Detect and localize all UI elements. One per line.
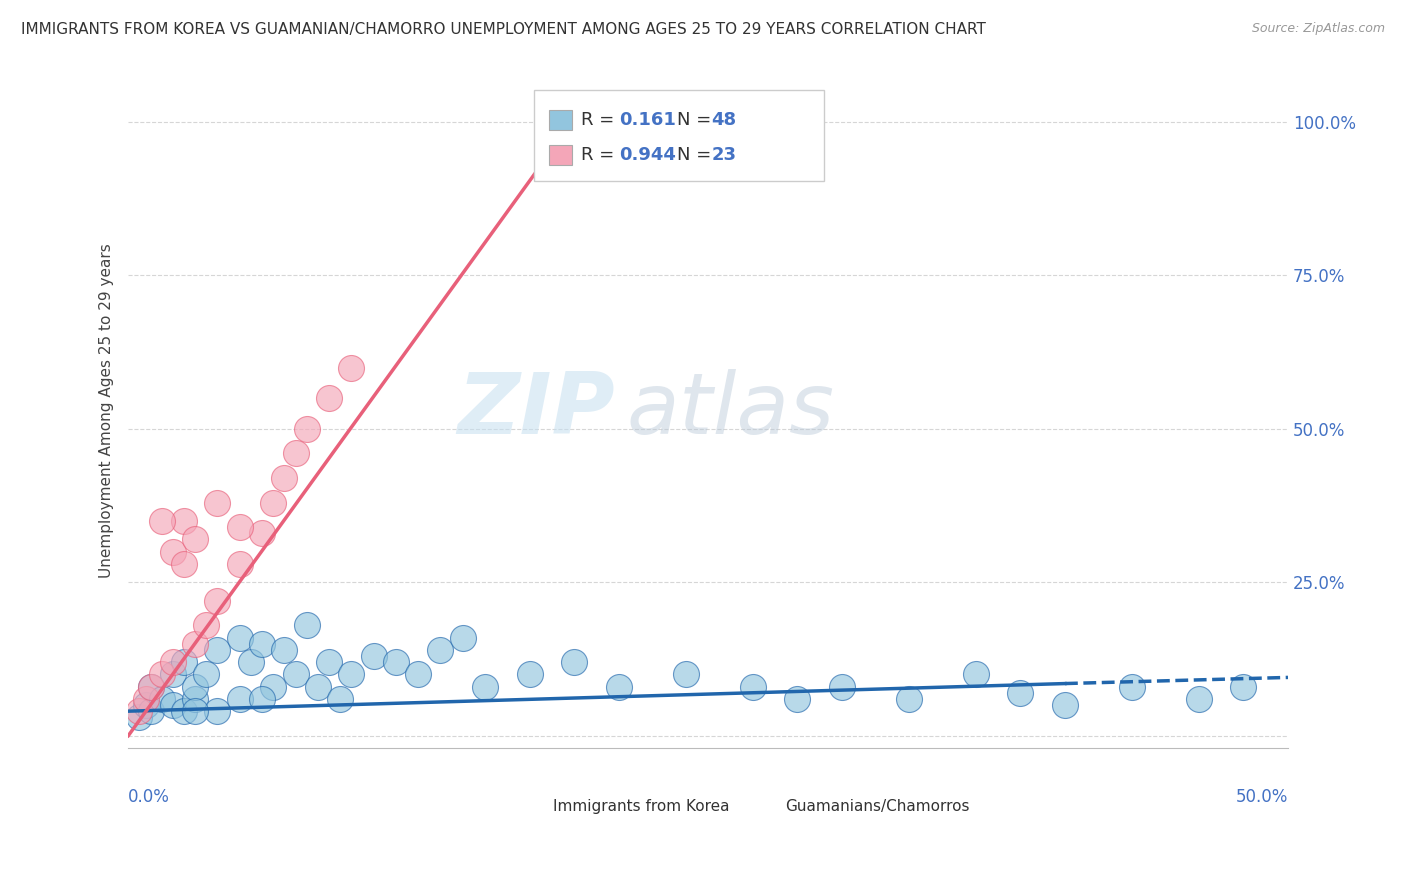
Y-axis label: Unemployment Among Ages 25 to 29 years: Unemployment Among Ages 25 to 29 years (100, 244, 114, 578)
Point (562, 655, 585, 669)
Point (965, 667, 987, 681)
Point (162, 655, 184, 669)
Text: atlas: atlas (627, 369, 835, 452)
Point (307, 680, 329, 694)
Point (262, 495, 284, 509)
Point (250, 526, 273, 541)
Point (184, 704, 207, 718)
Point (284, 667, 307, 681)
Text: Immigrants from Korea: Immigrants from Korea (553, 798, 730, 814)
Bar (755, 797, 778, 815)
Point (150, 667, 173, 681)
Point (741, 680, 763, 694)
Point (429, 642, 451, 657)
Point (1121, 680, 1143, 694)
Text: Source: ZipAtlas.com: Source: ZipAtlas.com (1251, 22, 1385, 36)
Point (195, 667, 218, 681)
Point (318, 655, 340, 669)
Point (340, 360, 363, 375)
Text: 23: 23 (711, 146, 737, 164)
Point (519, 667, 541, 681)
Point (184, 637, 207, 651)
Point (173, 655, 195, 669)
Point (451, 631, 474, 645)
Point (207, 495, 229, 509)
Point (340, 667, 363, 681)
Point (229, 692, 252, 706)
Point (239, 655, 262, 669)
Point (607, 680, 630, 694)
Point (150, 692, 173, 706)
Point (474, 680, 496, 694)
Point (135, 692, 157, 706)
Point (229, 631, 252, 645)
Point (229, 520, 252, 534)
Point (1053, 698, 1076, 712)
Point (675, 667, 697, 681)
Text: N =: N = (676, 146, 717, 164)
Text: ZIP: ZIP (458, 369, 616, 452)
Point (406, 667, 429, 681)
Point (135, 698, 157, 712)
Point (184, 533, 207, 547)
Point (162, 544, 184, 558)
Point (173, 704, 195, 718)
Point (262, 680, 284, 694)
Text: 48: 48 (711, 112, 737, 129)
Point (128, 704, 150, 718)
Point (229, 557, 252, 571)
Point (1010, 686, 1032, 700)
Text: 0.0%: 0.0% (128, 789, 170, 806)
Point (173, 557, 195, 571)
Text: 0.944: 0.944 (619, 146, 676, 164)
Text: R =: R = (581, 146, 620, 164)
Point (207, 704, 229, 718)
Point (207, 642, 229, 657)
Point (786, 692, 808, 706)
Text: N =: N = (676, 112, 717, 129)
Point (273, 471, 295, 485)
Bar (550, 145, 572, 165)
Point (128, 710, 150, 724)
FancyBboxPatch shape (534, 90, 824, 181)
Text: IMMIGRANTS FROM KOREA VS GUAMANIAN/CHAMORRO UNEMPLOYMENT AMONG AGES 25 TO 29 YEA: IMMIGRANTS FROM KOREA VS GUAMANIAN/CHAMO… (21, 22, 986, 37)
Text: 0.161: 0.161 (619, 112, 676, 129)
Point (139, 704, 162, 718)
Point (250, 692, 273, 706)
Point (250, 637, 273, 651)
Point (207, 593, 229, 607)
Text: Guamanians/Chamorros: Guamanians/Chamorros (785, 798, 969, 814)
Point (831, 680, 853, 694)
Point (273, 642, 295, 657)
Point (295, 618, 318, 632)
Point (162, 667, 184, 681)
Point (184, 680, 207, 694)
Point (1188, 692, 1211, 706)
Point (318, 391, 340, 405)
Bar (523, 797, 546, 815)
Text: 50.0%: 50.0% (1236, 789, 1288, 806)
Point (184, 692, 207, 706)
Point (363, 648, 385, 663)
Point (195, 618, 218, 632)
Point (173, 514, 195, 528)
Point (897, 692, 920, 706)
Point (162, 698, 184, 712)
Point (329, 692, 352, 706)
Point (295, 422, 318, 436)
Point (385, 655, 408, 669)
Point (139, 680, 162, 694)
Bar (550, 110, 572, 130)
Point (150, 514, 173, 528)
Text: R =: R = (581, 112, 620, 129)
Point (1232, 680, 1254, 694)
Point (284, 446, 307, 460)
Point (139, 680, 162, 694)
